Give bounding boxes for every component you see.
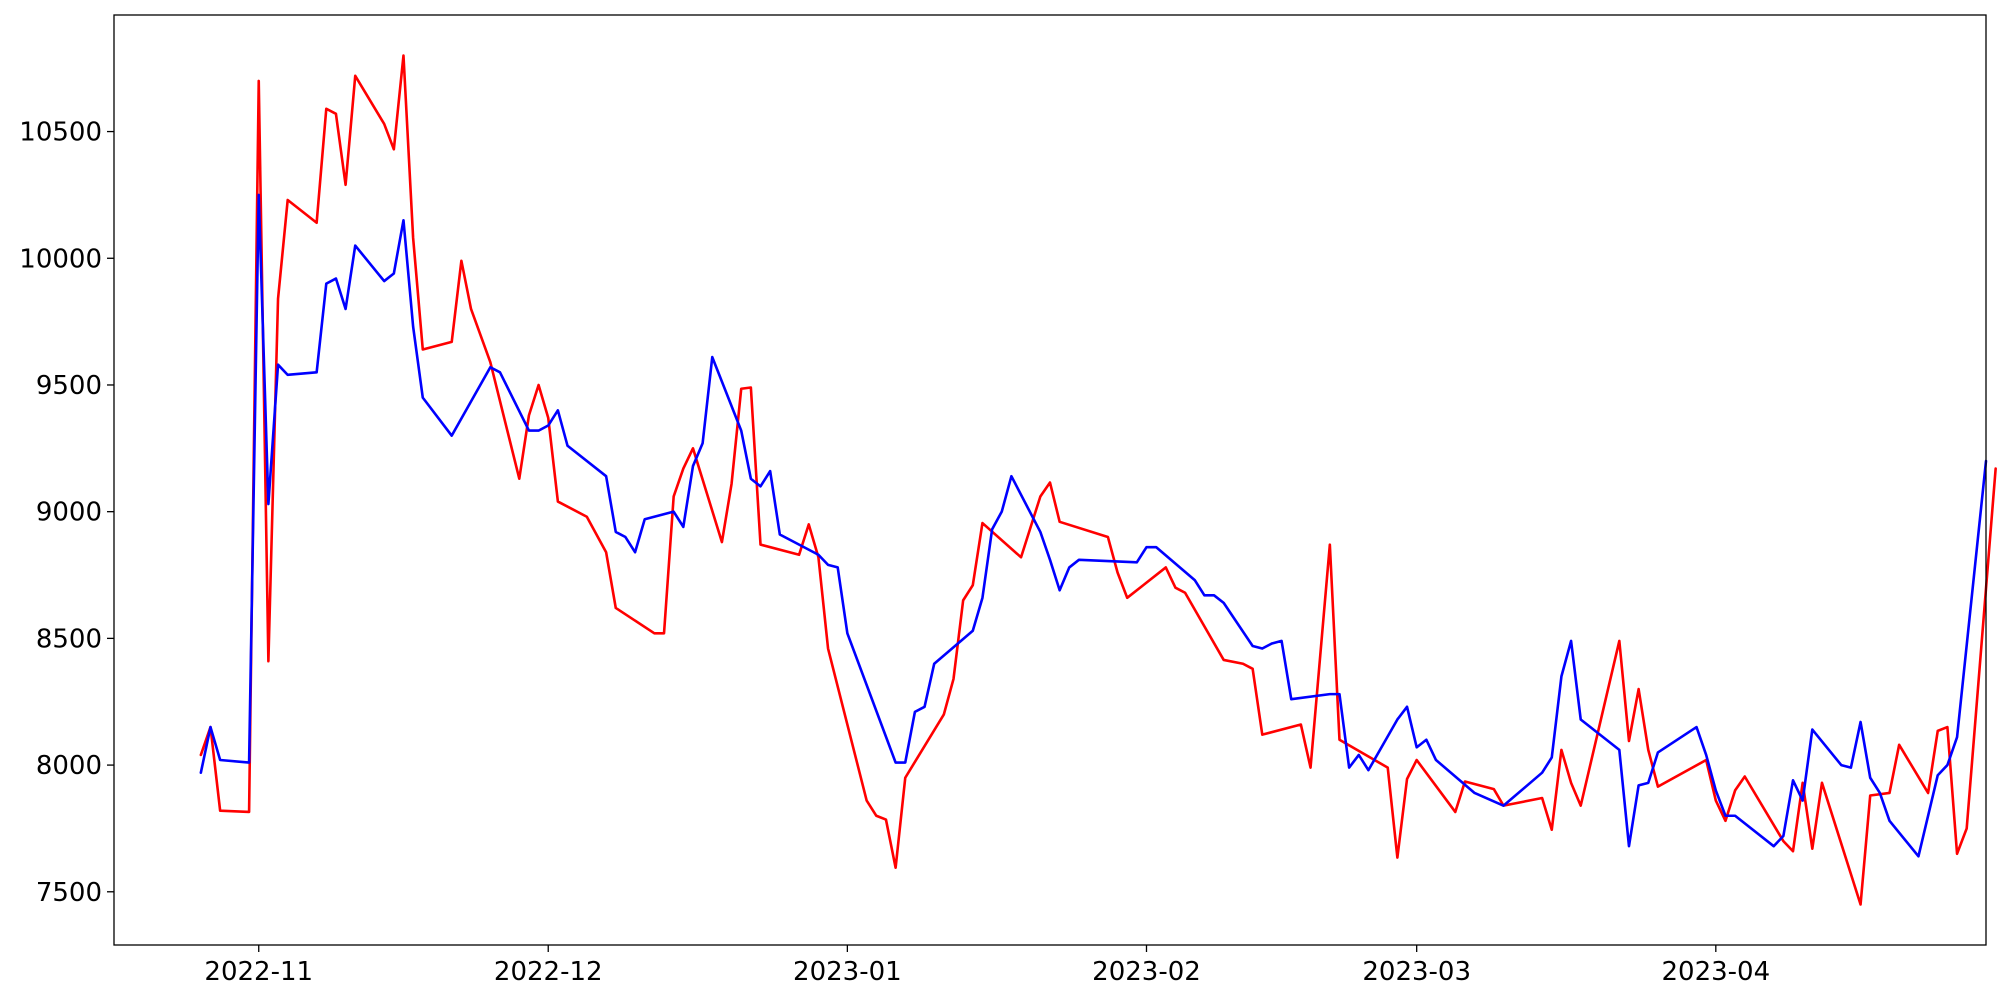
y-tick-label: 8500	[36, 624, 102, 654]
y-axis: 7500 8000 8500 9000 9500 10000 10500	[19, 118, 114, 908]
series-layer	[199, 54, 1997, 906]
y-tick-label: 9000	[36, 498, 102, 528]
x-tick-label: 2023-04	[1661, 957, 1770, 987]
y-tick-label: 10000	[19, 244, 102, 274]
x-tick-label: 2023-02	[1092, 957, 1201, 987]
y-tick-label: 9500	[36, 371, 102, 401]
y-tick-label: 10500	[19, 118, 102, 148]
x-tick-label: 2023-01	[793, 957, 902, 987]
x-axis: 2022-11 2022-12 2023-01 2023-02 2023-03 2023-…	[204, 945, 1770, 987]
x-tick-label: 2023-03	[1362, 957, 1471, 987]
series-line-2	[199, 193, 1988, 858]
series-line-1	[199, 54, 1997, 906]
y-tick-label: 8000	[36, 751, 102, 781]
plot-frame	[113, 14, 1987, 946]
y-tick-label: 7500	[36, 878, 102, 908]
x-tick-label: 2022-11	[204, 957, 313, 987]
x-tick-label: 2022-12	[494, 957, 603, 987]
